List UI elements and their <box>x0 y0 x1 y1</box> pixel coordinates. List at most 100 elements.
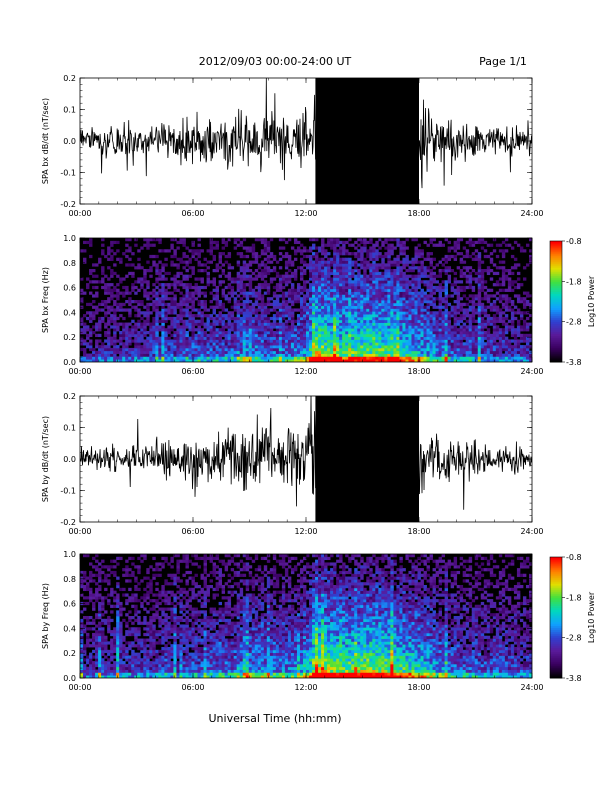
spectrogram-cell <box>417 292 420 295</box>
spectrogram-cell <box>198 345 201 348</box>
spectrogram-cell <box>327 311 330 314</box>
spectrogram-cell <box>421 269 424 272</box>
spectrogram-cell <box>179 306 182 309</box>
spectrogram-cell <box>246 249 249 252</box>
spectrogram-cell <box>354 331 357 334</box>
spectrogram-cell <box>387 351 390 354</box>
spectrogram-cell <box>288 258 291 261</box>
spectrogram-cell <box>80 328 83 331</box>
spectrogram-cell <box>481 283 484 286</box>
spectrogram-cell <box>387 283 390 286</box>
spectrogram-cell <box>339 331 342 334</box>
spectrogram-cell <box>161 320 164 323</box>
spectrogram-cell <box>137 356 140 359</box>
spectrogram-cell <box>315 308 318 311</box>
spectrogram-cell <box>481 277 484 280</box>
spectrogram-cell <box>357 325 360 328</box>
spectrogram-cell <box>378 272 381 275</box>
spectrogram-cell <box>330 289 333 292</box>
spectrogram-cell <box>523 351 526 354</box>
spectrogram-cell <box>273 325 276 328</box>
spectrogram-cell <box>505 306 508 309</box>
spectrogram-cell <box>439 354 442 357</box>
spectrogram-cell <box>170 320 173 323</box>
spectrogram-cell <box>366 320 369 323</box>
spectrogram-cell <box>351 303 354 306</box>
spectrogram-cell <box>430 325 433 328</box>
spectrogram-cell <box>107 258 110 261</box>
spectrogram-cell <box>128 314 131 317</box>
spectrogram-cell <box>225 317 228 320</box>
spectrogram-cell <box>369 269 372 272</box>
spectrogram-cell <box>324 255 327 258</box>
spectrogram-cell <box>517 283 520 286</box>
spectrogram-cell <box>201 354 204 357</box>
spectrogram-cell <box>469 339 472 342</box>
spectrogram-cell <box>155 294 158 297</box>
spectrogram-cell <box>357 317 360 320</box>
spectrogram-cell <box>369 331 372 334</box>
spectrogram-cell <box>475 348 478 351</box>
spectrogram-cell <box>424 283 427 286</box>
spectrogram-cell <box>113 241 116 244</box>
spectrogram-cell <box>333 337 336 340</box>
spectrogram-cell <box>342 292 345 295</box>
spectrogram-cell <box>258 328 261 331</box>
spectrogram-cell <box>152 334 155 337</box>
spectrogram-cell <box>282 314 285 317</box>
spectrogram-cell <box>273 351 276 354</box>
spectrogram-cell <box>270 308 273 311</box>
spectrogram-cell <box>408 294 411 297</box>
spectrogram-cell <box>499 334 502 337</box>
spectrogram-cell <box>363 241 366 244</box>
spectrogram-cell <box>360 252 363 255</box>
spectrogram-cell <box>303 323 306 326</box>
spectrogram-cell <box>179 320 182 323</box>
spectrogram-cell <box>460 280 463 283</box>
spectrogram-cell <box>463 354 466 357</box>
spectrogram-cell <box>408 351 411 354</box>
spectrogram-cell <box>291 334 294 337</box>
spectrogram-cell <box>493 348 496 351</box>
spectrogram-cell <box>309 258 312 261</box>
spectrogram-cell <box>152 308 155 311</box>
spectrogram-cell <box>439 292 442 295</box>
spectrogram-cell <box>448 317 451 320</box>
spectrogram-cell <box>502 345 505 348</box>
spectrogram-cell <box>140 286 143 289</box>
spectrogram-cell <box>264 351 267 354</box>
spectrogram-cell <box>327 258 330 261</box>
spectrogram-cell <box>188 323 191 326</box>
spectrogram-cell <box>291 328 294 331</box>
spectrogram-cell <box>201 303 204 306</box>
spectrogram-cell <box>327 266 330 269</box>
spectrogram-cell <box>191 300 194 303</box>
spectrogram-cell <box>225 356 228 359</box>
spectrogram-cell <box>421 334 424 337</box>
spectrogram-cell <box>445 323 448 326</box>
spectrogram-cell <box>393 317 396 320</box>
spectrogram-cell <box>285 325 288 328</box>
spectrogram-cell <box>330 328 333 331</box>
spectrogram-cell <box>318 308 321 311</box>
spectrogram-cell <box>170 356 173 359</box>
spectrogram-cell <box>231 292 234 295</box>
spectrogram-cell <box>312 275 315 278</box>
spectrogram-cell <box>182 337 185 340</box>
spectrogram-cell <box>261 303 264 306</box>
spectrogram-cell <box>122 303 125 306</box>
spectrogram-cell <box>517 320 520 323</box>
spectrogram-cell <box>128 297 131 300</box>
spectrogram-cell <box>336 241 339 244</box>
spectrogram-cell <box>170 323 173 326</box>
spectrogram-cell <box>348 297 351 300</box>
spectrogram-cell <box>243 334 246 337</box>
spectrogram-cell <box>384 280 387 283</box>
spectrogram-cell <box>92 263 95 266</box>
spectrogram-cell <box>300 289 303 292</box>
spectrogram-cell <box>161 311 164 314</box>
spectrogram-cell <box>261 277 264 280</box>
spectrogram-cell <box>427 342 430 345</box>
spectrogram-cell <box>378 351 381 354</box>
spectrogram-cell <box>336 323 339 326</box>
